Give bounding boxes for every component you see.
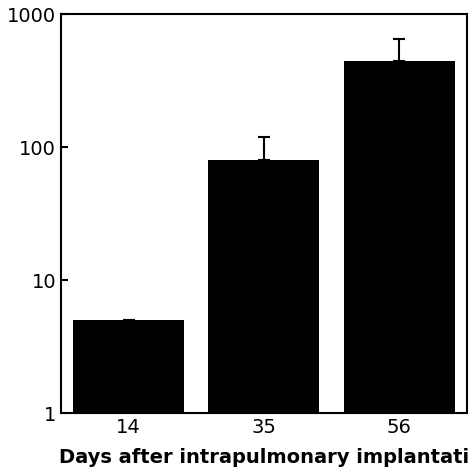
Bar: [73, 320, 184, 474]
Bar: [209, 160, 319, 474]
X-axis label: Days after intrapulmonary implantati: Days after intrapulmonary implantati: [59, 448, 469, 467]
Bar: [344, 61, 455, 474]
